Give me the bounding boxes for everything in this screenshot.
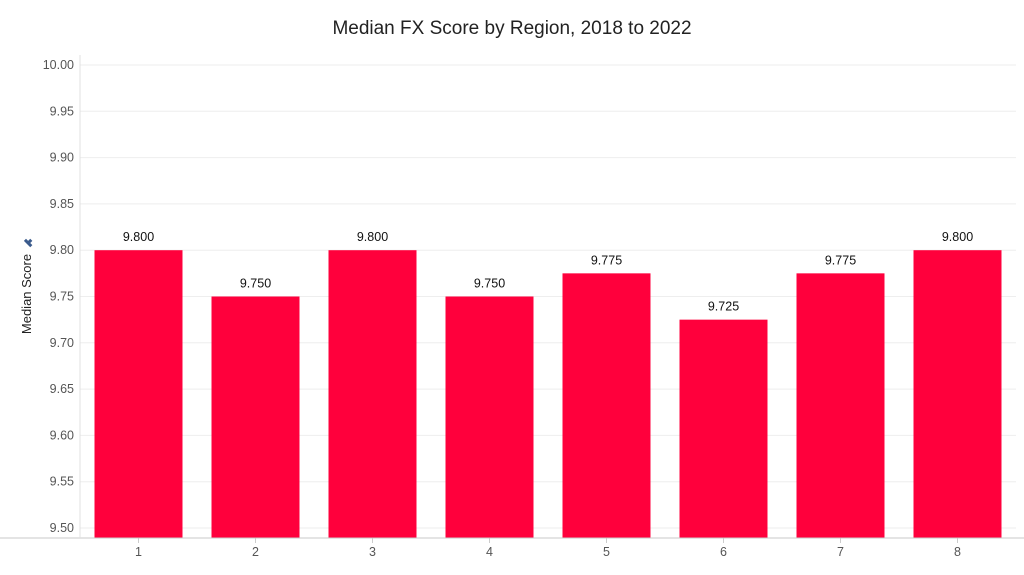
y-tick-label: 9.90 xyxy=(50,151,74,165)
data-label: 9.800 xyxy=(123,230,154,244)
data-label: 9.750 xyxy=(240,277,271,291)
bar[interactable] xyxy=(94,250,183,538)
x-tick-label: 3 xyxy=(369,545,376,559)
bar[interactable] xyxy=(445,296,534,539)
y-axis-ticks: 10.00 9.95 9.90 9.85 9.80 9.75 9.70 9.65 9.60 9.5… xyxy=(43,58,74,535)
bar[interactable] xyxy=(328,250,417,538)
y-axis-title-group: Median Score xyxy=(19,237,35,334)
y-tick-label: 10.00 xyxy=(43,58,74,72)
x-axis-ticks: 1 2 3 4 5 6 7 8 xyxy=(135,538,961,559)
y-axis-title: Median Score xyxy=(19,254,34,334)
y-tick-label: 9.65 xyxy=(50,382,74,396)
x-tick-label: 1 xyxy=(135,545,142,559)
bar[interactable] xyxy=(211,296,300,539)
y-tick-label: 9.75 xyxy=(50,290,74,304)
y-tick-label: 9.55 xyxy=(50,475,74,489)
x-tick-label: 2 xyxy=(252,545,259,559)
bar[interactable] xyxy=(796,273,885,538)
y-tick-label: 9.95 xyxy=(50,104,74,118)
x-tick-label: 5 xyxy=(603,545,610,559)
bar[interactable] xyxy=(679,319,768,538)
data-labels: 9.800 9.750 9.800 9.750 9.775 9.725 9.775 9.800 xyxy=(123,230,973,313)
bars xyxy=(94,250,1002,539)
data-label: 9.775 xyxy=(591,253,622,267)
data-label: 9.775 xyxy=(825,253,856,267)
y-tick-label: 9.50 xyxy=(50,521,74,535)
x-tick-label: 4 xyxy=(486,545,493,559)
data-label: 9.800 xyxy=(942,230,973,244)
data-label: 9.750 xyxy=(474,277,505,291)
y-tick-label: 9.60 xyxy=(50,428,74,442)
y-tick-label: 9.70 xyxy=(50,336,74,350)
pin-icon[interactable] xyxy=(23,237,35,248)
chart-title: Median FX Score by Region, 2018 to 2022 xyxy=(332,18,692,39)
data-label: 9.800 xyxy=(357,230,388,244)
bar[interactable] xyxy=(562,273,651,538)
y-tick-label: 9.85 xyxy=(50,197,74,211)
x-tick-label: 7 xyxy=(837,545,844,559)
data-label: 9.725 xyxy=(708,300,739,314)
y-tick-label: 9.80 xyxy=(50,243,74,257)
bar[interactable] xyxy=(913,250,1002,538)
x-tick-label: 6 xyxy=(720,545,727,559)
x-tick-label: 8 xyxy=(954,545,961,559)
